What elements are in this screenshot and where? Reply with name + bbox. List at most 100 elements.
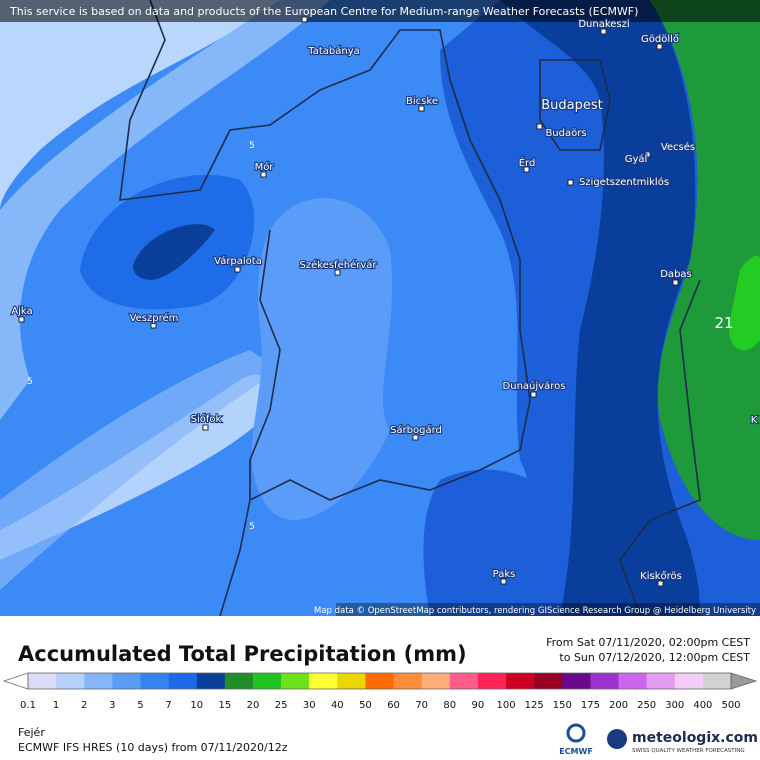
legend-swatch <box>477 673 507 689</box>
legend-label: 175 <box>581 700 600 711</box>
legend-swatch <box>674 673 704 689</box>
legend-swatch <box>112 673 141 689</box>
place: Dunakeszi <box>578 19 629 30</box>
contour-label: 5 <box>249 141 255 151</box>
title: Accumulated Total Precipitation (mm) <box>18 642 467 666</box>
marker <box>418 105 425 112</box>
legend-label: 25 <box>275 700 288 711</box>
area-light4 <box>0 350 280 590</box>
marker <box>672 279 679 286</box>
legend-label: 7 <box>165 700 171 711</box>
contour-label: 5 <box>27 377 33 387</box>
marker <box>523 166 530 173</box>
place: Ajka <box>11 306 32 317</box>
period-to: to Sun 07/12/2020, 12:00pm CEST <box>559 651 750 664</box>
legend-swatch <box>449 673 479 689</box>
legend-swatch <box>702 673 732 689</box>
legend-swatch <box>28 673 57 689</box>
place: Szigetszentmiklós <box>579 176 669 188</box>
legend-label: 0.1 <box>20 700 36 711</box>
legend-label: 3 <box>109 700 115 711</box>
legend-swatch <box>84 673 113 689</box>
marker <box>202 424 209 431</box>
legend-swatch <box>309 673 338 689</box>
legend-swatch <box>281 673 310 689</box>
marker <box>150 322 157 329</box>
markers <box>18 16 679 587</box>
area-center <box>251 197 393 521</box>
legend-frame <box>27 672 732 690</box>
place: Siófok <box>191 413 222 425</box>
marker <box>18 316 25 323</box>
region: Fejér <box>18 726 45 739</box>
legend-label: 250 <box>637 700 656 711</box>
legend-label: 300 <box>665 700 684 711</box>
legend-under <box>2 672 29 690</box>
legend-swatch <box>337 673 366 689</box>
legend-label: 10 <box>190 700 203 711</box>
marker <box>600 28 607 35</box>
legend-label: 150 <box>553 700 572 711</box>
legend-swatch <box>224 673 254 689</box>
legend-label: 30 <box>303 700 316 711</box>
attribution: Map data © OpenStreetMap contributors, r… <box>314 606 756 616</box>
area-south <box>423 469 560 616</box>
borders <box>249 59 701 617</box>
legend-swatch <box>534 673 563 689</box>
marker <box>260 171 267 178</box>
place: Gyál <box>625 153 648 165</box>
place: Veszprém <box>130 312 179 324</box>
legend: 0.1 1 2 3 5 7 10 15 20 25 30 40 50 60 70 80 90 100 125 150 1… <box>2 672 758 711</box>
legend-label: 100 <box>496 700 515 711</box>
place: Budapest <box>541 98 603 113</box>
place: Mór <box>255 161 275 173</box>
marker <box>536 123 543 130</box>
place: Vecsés <box>661 141 695 153</box>
marker <box>334 269 341 276</box>
legend-swatch <box>590 673 619 689</box>
place: Sárbogárd <box>390 424 442 436</box>
legend-swatch <box>56 673 85 689</box>
attribution-bar <box>336 603 760 616</box>
place: Dunaújváros <box>503 380 566 392</box>
legend-over <box>730 672 758 690</box>
contour-label: 21 <box>714 314 733 332</box>
place: Bicske <box>406 96 438 107</box>
meteologix-icon <box>607 729 627 749</box>
period-from: From Sat 07/11/2020, 02:00pm CEST <box>546 636 750 649</box>
legend-swatch <box>168 673 198 689</box>
place: Várpalota <box>214 255 262 267</box>
area-green-light <box>729 255 760 351</box>
legend-label: 70 <box>415 700 428 711</box>
ecmwf-icon <box>566 723 586 743</box>
legend-label: 15 <box>218 700 231 711</box>
marker <box>644 151 651 158</box>
legend-swatch <box>421 673 451 689</box>
legend-label: 2 <box>81 700 87 711</box>
legend-label: 90 <box>472 700 485 711</box>
legend-swatch <box>506 673 535 689</box>
place: Tatabánya <box>307 45 360 57</box>
meteologix-logo: meteologix.com <box>632 730 758 746</box>
legend-swatch <box>646 673 676 689</box>
legend-label: 1 <box>53 700 59 711</box>
legend-label: 20 <box>247 700 260 711</box>
legend-swatch <box>393 673 422 689</box>
place-labels: Tatabánya Dunakeszi Gödöllő Budapest Bic… <box>10 18 759 583</box>
legend-swatch <box>618 673 647 689</box>
map: This service is based on data and produc… <box>0 0 760 617</box>
marker <box>500 578 507 585</box>
marker <box>567 179 574 186</box>
legend-swatch <box>196 673 226 689</box>
legend-label: 5 <box>137 700 143 711</box>
legend-label: 60 <box>387 700 400 711</box>
marker <box>530 391 537 398</box>
place: Budaörs <box>545 128 586 139</box>
legend-label: 500 <box>721 700 740 711</box>
legend-swatch <box>562 673 591 689</box>
model-info: ECMWF IFS HRES (10 days) from 07/11/2020… <box>18 741 288 754</box>
place: Paks <box>493 569 516 580</box>
notice: This service is based on data and produc… <box>9 5 638 18</box>
area-light <box>0 0 280 210</box>
